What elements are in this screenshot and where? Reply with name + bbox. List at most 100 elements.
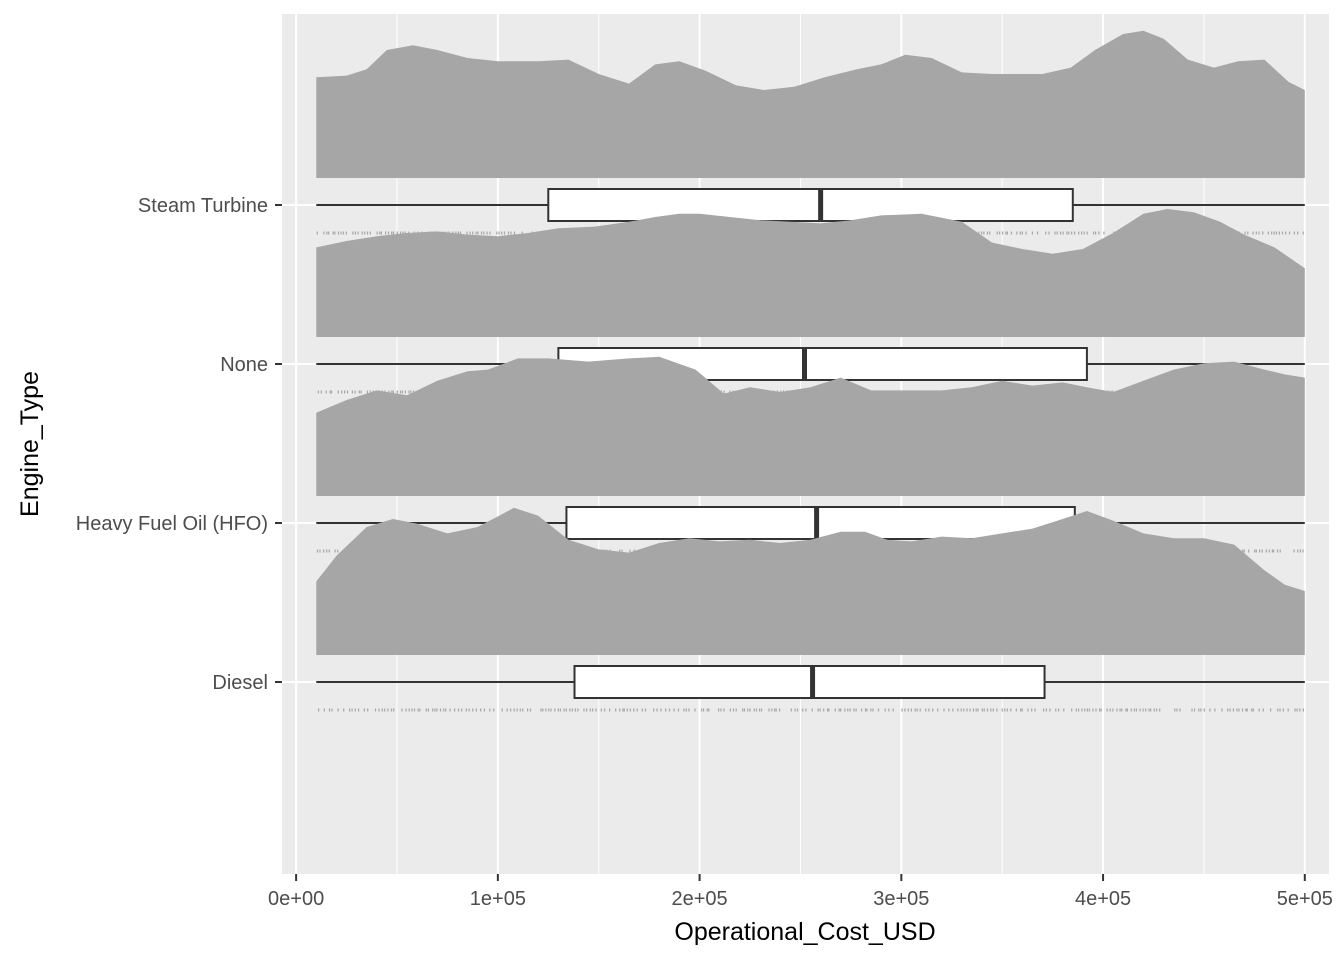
y-axis: Diesel Heavy Fuel Oil (HFO) None Steam Turb…: [76, 195, 282, 694]
data-point: [1203, 708, 1205, 712]
data-point: [427, 708, 429, 712]
data-point: [817, 708, 819, 712]
data-point: [357, 231, 359, 235]
data-point: [937, 708, 939, 712]
data-point: [392, 231, 395, 235]
data-point: [840, 708, 842, 712]
data-point: [320, 390, 322, 394]
data-point: [516, 708, 518, 712]
data-point: [775, 708, 777, 712]
x-tick-label: 0e+00: [268, 888, 324, 910]
data-point: [636, 708, 638, 712]
data-point: [771, 708, 773, 712]
data-point: [475, 231, 477, 235]
data-point: [393, 708, 395, 712]
data-point: [354, 231, 356, 235]
data-point: [381, 708, 383, 712]
data-point: [919, 708, 921, 712]
data-point: [569, 708, 571, 712]
data-point: [1103, 231, 1105, 235]
data-point: [351, 708, 353, 712]
data-point: [1265, 549, 1267, 553]
data-point: [685, 708, 687, 712]
data-point: [363, 708, 365, 712]
box-iqr: [547, 188, 1074, 222]
data-point: [317, 390, 319, 394]
data-point: [619, 708, 621, 712]
data-point: [866, 708, 868, 712]
data-point: [480, 231, 483, 235]
data-point: [341, 390, 343, 394]
x-tick-label: 5e+05: [1277, 888, 1333, 910]
data-point: [554, 708, 556, 712]
data-point: [975, 708, 977, 712]
data-point: [527, 708, 529, 712]
data-point: [1006, 708, 1008, 712]
data-point: [1252, 231, 1254, 235]
data-point: [1088, 708, 1090, 712]
data-point: [1273, 549, 1275, 553]
data-point: [319, 549, 321, 553]
data-point: [1191, 708, 1193, 712]
data-point: [1021, 708, 1023, 712]
data-point: [633, 708, 635, 712]
data-point: [960, 708, 962, 712]
data-point: [328, 549, 330, 553]
data-point: [759, 708, 761, 712]
data-point: [1193, 708, 1196, 712]
data-point: [342, 231, 344, 235]
data-point: [330, 390, 333, 394]
data-point: [513, 231, 516, 235]
data-point: [391, 390, 393, 394]
data-point: [986, 231, 989, 235]
data-point: [480, 708, 482, 712]
data-point: [916, 708, 918, 712]
data-point: [996, 231, 998, 235]
x-tick-label: 2e+05: [672, 888, 728, 910]
data-point: [665, 708, 667, 712]
data-point: [540, 708, 542, 712]
data-point: [683, 708, 685, 712]
data-point: [404, 231, 406, 235]
data-point: [1271, 231, 1273, 235]
data-point: [466, 231, 468, 235]
data-point: [374, 708, 377, 712]
data-point: [1130, 708, 1132, 712]
data-point: [316, 231, 318, 235]
data-point: [459, 231, 462, 235]
data-point: [1081, 708, 1083, 712]
data-point: [838, 708, 840, 712]
data-point: [331, 708, 333, 712]
data-point: [323, 549, 325, 553]
data-point: [469, 231, 471, 235]
data-point: [1054, 231, 1056, 235]
data-point: [1063, 708, 1065, 712]
data-point: [904, 708, 906, 712]
data-point: [1246, 708, 1248, 712]
data-point: [1010, 231, 1012, 235]
data-point: [849, 708, 851, 712]
data-point: [351, 390, 353, 394]
data-point: [501, 708, 503, 712]
data-point: [819, 708, 821, 712]
data-point: [326, 231, 328, 235]
data-point: [720, 708, 722, 712]
data-point: [1271, 549, 1273, 553]
data-point: [972, 708, 975, 712]
data-point: [1109, 708, 1111, 712]
y-tick-label: Steam Turbine: [138, 195, 268, 217]
data-point: [823, 708, 825, 712]
data-point: [432, 708, 434, 712]
data-point: [834, 708, 836, 712]
data-point: [892, 708, 894, 712]
data-point: [978, 231, 980, 235]
data-point: [723, 708, 725, 712]
data-point: [392, 390, 394, 394]
data-point: [1006, 231, 1008, 235]
data-point: [390, 708, 393, 712]
data-point: [1031, 708, 1033, 712]
data-point: [910, 708, 912, 712]
data-point: [1232, 708, 1234, 712]
data-point: [732, 708, 735, 712]
